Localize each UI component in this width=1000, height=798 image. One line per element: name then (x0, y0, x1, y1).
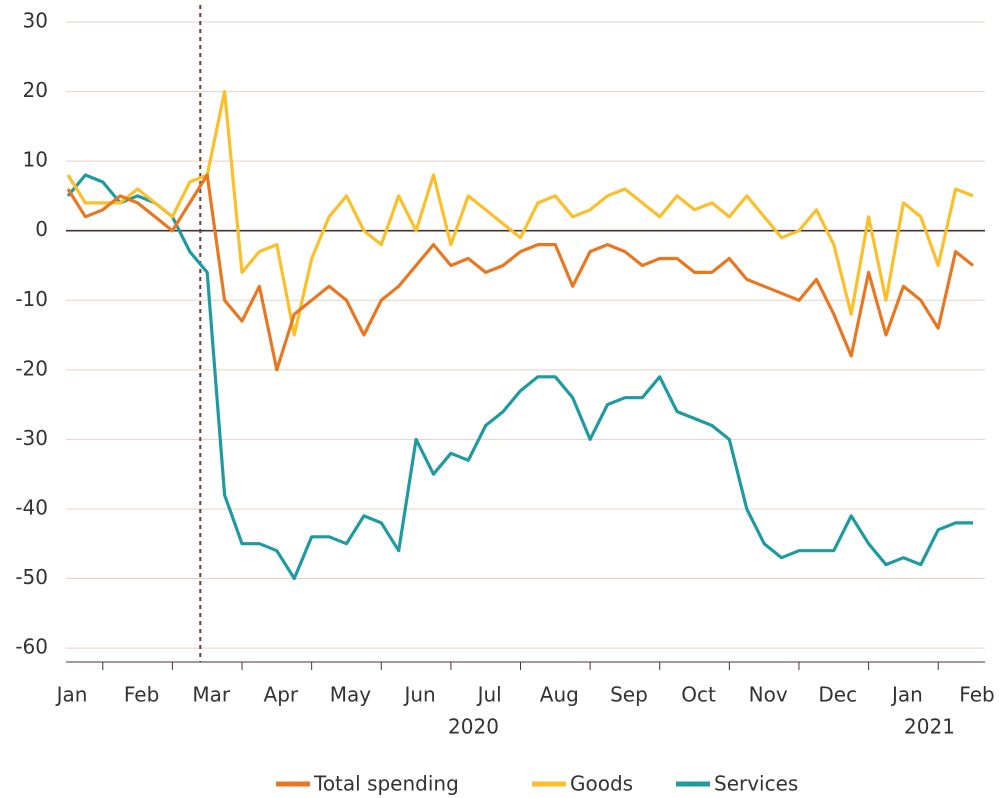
y-tick-label: -60 (15, 635, 48, 659)
x-tick-label: Apr (264, 683, 299, 707)
x-tick-label: Sep (610, 683, 648, 707)
x-tick-label: Jan (890, 683, 923, 707)
year-label: 2020 (448, 715, 499, 739)
y-tick-label: 20 (23, 78, 48, 102)
x-tick-label: Jun (402, 683, 435, 707)
x-tick-label: Feb (959, 683, 994, 707)
y-tick-label: -40 (15, 495, 48, 519)
line-series (66, 173, 974, 372)
y-tick-label: -50 (15, 565, 48, 589)
y-tick-label: -10 (15, 287, 48, 311)
x-tick-label: May (330, 683, 372, 707)
x-tick-label: Mar (192, 683, 231, 707)
x-tick-label: Feb (124, 683, 159, 707)
y-tick-label: 30 (23, 9, 48, 33)
legend-label: Goods (570, 772, 633, 796)
year-label: 2021 (904, 715, 955, 739)
y-tick-label: 0 (35, 217, 48, 241)
x-tick-label: Nov (749, 683, 788, 707)
x-tick-label: Dec (818, 683, 857, 707)
x-tick-label: Jan (55, 683, 88, 707)
x-tick-label: Jul (476, 683, 502, 707)
legend-label: Services (714, 772, 798, 796)
y-tick-label: -30 (15, 426, 48, 450)
x-tick-label: Oct (681, 683, 716, 707)
line-series (66, 90, 974, 337)
x-tick-label: Aug (540, 683, 579, 707)
legend-label: Total spending (313, 772, 459, 796)
line-series (66, 173, 973, 581)
y-tick-label: 10 (23, 148, 48, 172)
y-tick-label: -20 (15, 356, 48, 380)
